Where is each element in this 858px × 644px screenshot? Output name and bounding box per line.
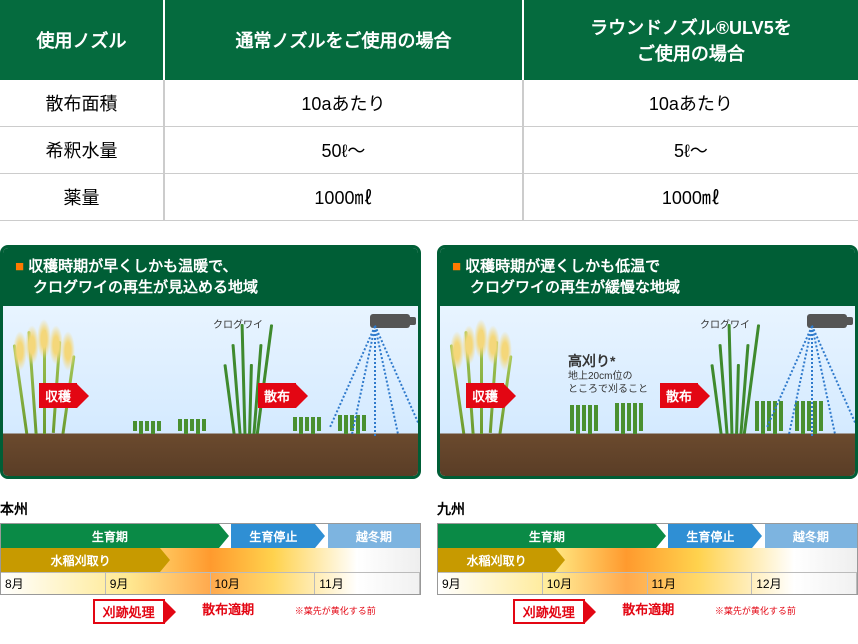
phase-bar: 生育停止 [231,524,315,548]
harvest-badge: 収穫 [466,383,516,408]
timeline-box: 生育期生育停止越冬期水稲刈取り8月9月10月11月 [0,523,421,595]
month-cell: 12月 [752,573,857,594]
month-cell: 9月 [438,573,543,594]
foot-note: ※葉先が黄化する前 [295,604,376,617]
harvest-label: 収穫 [466,383,504,408]
timelines: 本州生育期生育停止越冬期水稲刈取り8月9月10月11月刈跡処理散布適期※葉先が黄… [0,499,858,623]
timeline-row-ricecut: 水稲刈取り [438,548,857,572]
table-cell: 希釈水量 [0,127,164,174]
timeline-title: 本州 [0,499,421,519]
timeline-box: 生育期生育停止越冬期水稲刈取り9月10月11月12月 [437,523,858,595]
table-cell: 50ℓ〜 [164,127,523,174]
ricecut-bar: 水稲刈取り [438,548,555,572]
panel-title-l2: クログワイの再生が緩慢な地域 [470,279,680,296]
spray-badge: 散布 [660,383,710,408]
panel-header: ■収穫時期が遅くしかも低温でクログワイの再生が緩慢な地域 [440,248,855,306]
spray-lines-icon [314,326,394,446]
square-marker-icon: ■ [452,258,461,275]
kurogu-label: クログワイ [700,316,750,331]
takagari-l2: ところで刈ること [568,384,648,395]
month-cell: 9月 [106,573,211,594]
table-cell: 5ℓ〜 [523,127,858,174]
foot-text: 散布適期 [202,599,254,618]
table-cell: 10aあたり [523,80,858,127]
foot-note: ※葉先が黄化する前 [715,604,796,617]
foot-arrow-badge: 刈跡処理 [93,599,176,624]
diagram-panels: ■収穫時期が早くしかも温暖で、クログワイの再生が見込める地域収穫クログワイ散布■… [0,245,858,479]
stubble-icon [133,421,161,434]
timeline: 九州生育期生育停止越冬期水稲刈取り9月10月11月12月刈跡処理散布適期※葉先が… [437,499,858,623]
harvest-badge: 収穫 [39,383,89,408]
kurogu-label: クログワイ [213,316,263,331]
spray-badge: 散布 [258,383,308,408]
th-normal: 通常ノズルをご使用の場合 [164,0,523,80]
kurogu-plant-icon [218,314,278,434]
foot-box-label: 刈跡処理 [93,599,165,624]
spray-lines-icon [751,326,831,446]
panel-title-l1: 収穫時期が早くしかも温暖で、 [28,258,237,275]
phase-bar: 生育期 [1,524,219,548]
phase-bar: 越冬期 [328,524,420,548]
table-cell: 10aあたり [164,80,523,127]
timeline-row-phases: 生育期生育停止越冬期 [1,524,420,548]
timeline: 本州生育期生育停止越冬期水稲刈取り8月9月10月11月刈跡処理散布適期※葉先が黄… [0,499,421,623]
timeline-row-ricecut: 水稲刈取り [1,548,420,572]
rice-plant-icon [9,324,89,434]
stubble-icon [615,403,643,434]
month-cell: 8月 [1,573,106,594]
table-cell: 散布面積 [0,80,164,127]
table-cell: 薬量 [0,174,164,221]
ricecut-bar: 水稲刈取り [1,548,160,572]
timeline-footer: 刈跡処理 散布適期 ※葉先が黄化する前 [0,599,421,623]
panel-body: 収穫 クログワイ散布 [3,306,418,476]
timeline-title: 九州 [437,499,858,519]
stubble-icon [570,405,598,434]
spray-label: 散布 [660,383,698,408]
foot-text: 散布適期 [622,599,674,618]
month-cell: 11月 [648,573,753,594]
table-row: 希釈水量50ℓ〜5ℓ〜 [0,127,858,174]
panel-body: 収穫 クログワイ散布 高刈り* 地上20cm位のところで刈ること [440,306,855,476]
table-cell: 1000㎖ [164,174,523,221]
timeline-footer: 刈跡処理 散布適期 ※葉先が黄化する前 [437,599,858,623]
table-header-row: 使用ノズル 通常ノズルをご使用の場合 ラウンドノズル®ULV5を ご使用の場合 [0,0,858,80]
panel-title-l1: 収穫時期が遅くしかも低温で [465,258,660,275]
square-marker-icon: ■ [15,258,24,275]
spray-label: 散布 [258,383,296,408]
takagari-l1: 地上20cm位の [568,371,632,382]
foot-arrow-badge: 刈跡処理 [513,599,596,624]
table-row: 散布面積10aあたり10aあたり [0,80,858,127]
timeline-row-months: 8月9月10月11月 [1,572,420,594]
timeline-row-months: 9月10月11月12月 [438,572,857,594]
phase-bar: 生育期 [438,524,656,548]
month-cell: 10月 [543,573,648,594]
th-nozzle: 使用ノズル [0,0,164,80]
month-cell: 11月 [315,573,420,594]
foot-box-label: 刈跡処理 [513,599,585,624]
panel-title-l2: クログワイの再生が見込める地域 [33,279,258,296]
harvest-label: 収穫 [39,383,77,408]
nozzle-table: 使用ノズル 通常ノズルをご使用の場合 ラウンドノズル®ULV5を ご使用の場合 … [0,0,858,221]
diagram-panel: ■収穫時期が早くしかも温暖で、クログワイの再生が見込める地域収穫 クログワイ散布 [0,245,421,479]
rice-plant-icon [446,324,526,434]
phase-bar: 生育停止 [668,524,752,548]
panel-header: ■収穫時期が早くしかも温暖で、クログワイの再生が見込める地域 [3,248,418,306]
month-cell: 10月 [211,573,316,594]
th-ulv5: ラウンドノズル®ULV5を ご使用の場合 [523,0,858,80]
phase-bar: 越冬期 [765,524,857,548]
takagari-note: 高刈り* 地上20cm位のところで刈ること [568,352,648,396]
table-row: 薬量1000㎖1000㎖ [0,174,858,221]
takagari-title: 高刈り* [568,353,615,369]
stubble-icon [178,419,206,434]
timeline-row-phases: 生育期生育停止越冬期 [438,524,857,548]
diagram-panel: ■収穫時期が遅くしかも低温でクログワイの再生が緩慢な地域収穫クログワイ散布高刈り… [437,245,858,479]
table-cell: 1000㎖ [523,174,858,221]
